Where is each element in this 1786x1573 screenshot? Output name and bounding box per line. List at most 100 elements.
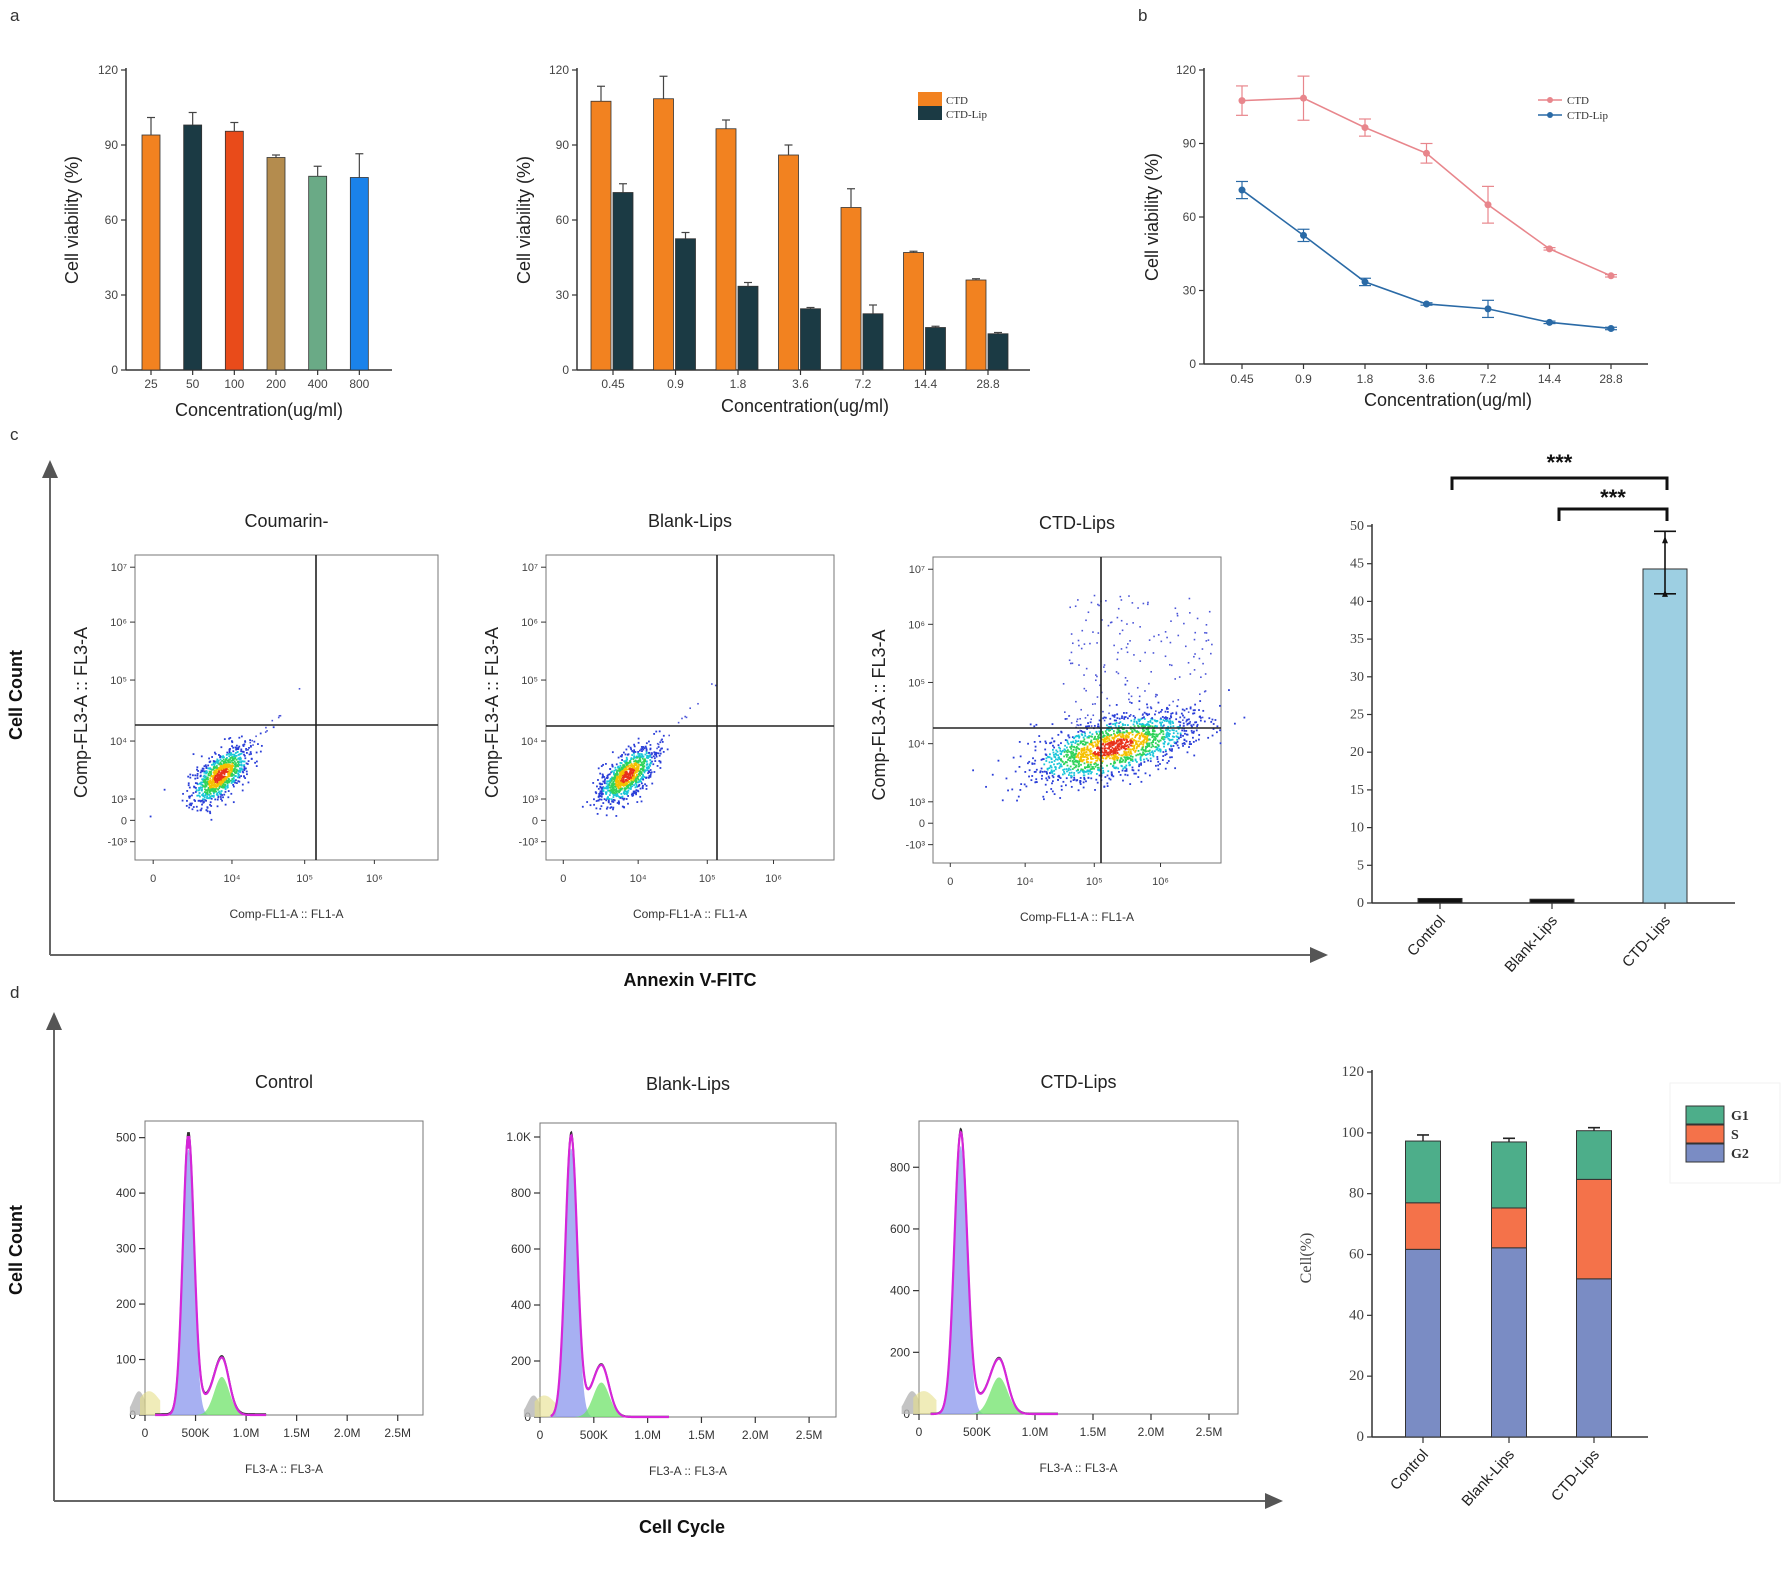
scatter-point xyxy=(219,756,221,759)
scatter-point xyxy=(212,794,215,797)
scatter-point xyxy=(634,760,637,763)
scatter-point xyxy=(235,762,237,765)
scatter-point xyxy=(609,791,612,794)
scatter-point xyxy=(1079,779,1082,782)
scatter-point xyxy=(229,761,232,764)
scatter-point xyxy=(1055,758,1057,761)
scatter-point xyxy=(188,803,191,806)
scatter-point xyxy=(1125,751,1128,754)
scatter-point xyxy=(1195,739,1197,742)
y-tick-label: 30 xyxy=(105,288,119,302)
scatter-point xyxy=(1178,720,1180,723)
scatter-point xyxy=(218,767,221,770)
scatter-point xyxy=(1108,712,1110,715)
scatter-point xyxy=(614,769,617,771)
scatter-point xyxy=(985,785,987,788)
scatter-point xyxy=(1205,624,1208,626)
scatter-point xyxy=(215,769,217,771)
scatter-point xyxy=(629,782,632,785)
scatter-point xyxy=(1142,739,1145,742)
scatter-point xyxy=(200,807,203,810)
scatter-point xyxy=(637,737,640,740)
scatter-point xyxy=(243,743,246,746)
scatter-point xyxy=(1132,622,1134,624)
scatter-point xyxy=(1119,731,1122,734)
scatter-point xyxy=(1057,754,1060,757)
scatter-point xyxy=(1088,770,1090,773)
scatter-point xyxy=(1145,731,1148,734)
scatter-point xyxy=(1089,642,1091,645)
scatter-point xyxy=(1154,720,1157,722)
scatter-point xyxy=(620,793,623,795)
scatter-point xyxy=(611,787,614,790)
scatter-point xyxy=(1104,747,1107,750)
scatter-point xyxy=(633,762,636,765)
scatter-point xyxy=(1134,716,1137,719)
scatter-point xyxy=(1199,719,1202,722)
scatter-point xyxy=(624,766,627,769)
scatter-point xyxy=(227,773,230,776)
scatter-point xyxy=(638,753,641,755)
scatter-point xyxy=(1123,747,1126,750)
scatter-point xyxy=(1056,758,1059,761)
scatter-point xyxy=(1146,738,1149,741)
scatter-point xyxy=(195,789,198,792)
scatter-point xyxy=(1123,739,1126,742)
scatter-point xyxy=(1117,731,1120,733)
scatter-point xyxy=(1016,799,1018,802)
scatter-point xyxy=(191,802,193,805)
scatter-point xyxy=(1161,736,1164,738)
scatter-point xyxy=(228,749,231,752)
scatter-point xyxy=(627,753,630,756)
scatter-point xyxy=(1044,753,1047,756)
scatter-point xyxy=(636,755,639,758)
scatter-point xyxy=(1090,601,1093,604)
scatter-point xyxy=(1103,785,1106,788)
scatter-point xyxy=(1193,754,1196,757)
scatter-point xyxy=(218,787,221,790)
scatter-point xyxy=(1114,754,1117,756)
scatter-point xyxy=(1066,739,1069,742)
data-point-marker xyxy=(1662,536,1668,544)
scatter-point xyxy=(1143,725,1146,728)
scatter-point xyxy=(216,805,219,808)
scatter-point xyxy=(630,765,633,768)
scatter-point xyxy=(1136,730,1139,733)
scatter-point xyxy=(1063,768,1066,771)
scatter-point xyxy=(1044,783,1047,786)
scatter-point xyxy=(236,769,239,772)
scatter-point xyxy=(634,782,637,785)
scatter-point xyxy=(1127,746,1130,748)
scatter-point xyxy=(1046,755,1049,758)
scatter-point xyxy=(219,769,222,771)
scatter-point xyxy=(1090,735,1092,738)
scatter-point xyxy=(1197,738,1200,741)
x-tick-label: 10⁶ xyxy=(366,873,383,885)
scatter-point xyxy=(221,768,224,771)
scatter-point xyxy=(205,809,208,812)
scatter-point xyxy=(255,751,258,754)
bar-ctd-lip xyxy=(800,308,821,371)
scatter-point xyxy=(1069,759,1071,762)
scatter-point xyxy=(247,760,250,763)
scatter-point xyxy=(194,777,197,780)
scatter-point xyxy=(625,748,628,751)
scatter-point xyxy=(1077,789,1080,792)
scatter-point xyxy=(636,774,638,777)
scatter-point xyxy=(1212,728,1215,730)
scatter-point xyxy=(1171,748,1173,751)
scatter-point xyxy=(1071,642,1074,645)
scatter-point xyxy=(230,764,233,767)
scatter-point xyxy=(1080,741,1083,744)
scatter-point xyxy=(645,750,648,753)
scatter-point xyxy=(199,800,202,803)
scatter-point xyxy=(1078,765,1081,767)
scatter-point xyxy=(204,781,206,784)
scatter-point xyxy=(249,744,252,747)
scatter-point xyxy=(227,790,230,792)
y-tick-label: -10³ xyxy=(518,837,538,849)
scatter-point xyxy=(1130,702,1133,704)
scatter-point xyxy=(1065,750,1068,753)
scatter-point xyxy=(1097,757,1099,760)
